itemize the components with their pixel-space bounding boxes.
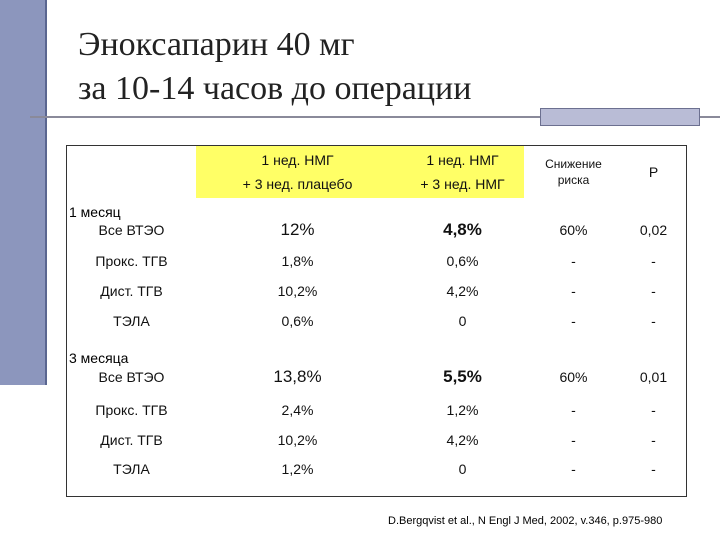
table-cell: - — [571, 402, 576, 418]
table-cell: 60% — [559, 369, 588, 385]
table-cell: 1,8% — [281, 253, 314, 269]
row-label: ТЭЛА — [113, 313, 150, 329]
source: D.Bergqvist et al., N Engl J Med, 2002, … — [388, 515, 663, 527]
header-cell: 1 нед. НМГ + 3 нед. НМГ — [399, 146, 526, 198]
corner-box — [540, 108, 700, 126]
table: 1 нед. НМГ + 3 нед. плацебо 1 нед. НМГ + 3 … — [66, 145, 687, 497]
table-cell: 1,2% — [446, 402, 479, 418]
table-cell: - — [651, 432, 656, 448]
table-cell: 12% — [280, 220, 315, 239]
table-cell: 0 — [458, 461, 467, 477]
table-cell: 0,6% — [446, 253, 479, 269]
header-text: риска — [557, 173, 590, 187]
row-label: Все ВТЭО — [98, 222, 165, 238]
table-cell: 0,02 — [639, 222, 668, 238]
title-line: Эноксапарин 40 мг — [78, 26, 355, 63]
table-cell: - — [571, 313, 576, 329]
section-label: 3 месяца — [69, 350, 129, 366]
table-cell: 4,2% — [446, 283, 479, 299]
header-text: 1 нед. НМГ — [261, 152, 334, 168]
table-cell: - — [651, 283, 656, 299]
table-cell: - — [651, 461, 656, 477]
table-cell: 0,01 — [639, 369, 668, 385]
table-cell: 0,6% — [281, 313, 314, 329]
table-cell: - — [651, 402, 656, 418]
section-label: 1 месяц — [69, 204, 121, 220]
table-cell: 13,8% — [273, 367, 322, 386]
header-cell: P — [621, 146, 686, 198]
header-text: P — [648, 164, 659, 180]
table-cell: 2,4% — [281, 402, 314, 418]
row-label: Прокс. ТГВ — [95, 253, 168, 269]
header-cell: Снижение риска — [526, 146, 621, 198]
title-line: за 10-14 часов до операции — [78, 70, 472, 107]
table-cell: - — [651, 313, 656, 329]
table-cell: - — [651, 253, 656, 269]
table-cell: - — [571, 253, 576, 269]
rule — [30, 116, 720, 118]
table-cell: 5,5% — [443, 367, 482, 386]
header-text: + 3 нед. плацебо — [242, 176, 353, 192]
table-cell: 1,2% — [281, 461, 314, 477]
header-fill — [196, 146, 524, 198]
header-cell: 1 нед. НМГ + 3 нед. плацебо — [196, 146, 399, 198]
row-label: Дист. ТГВ — [100, 432, 163, 448]
table-cell: 60% — [559, 222, 588, 238]
table-cell: - — [571, 461, 576, 477]
table-cell: 10,2% — [277, 432, 318, 448]
left-bar — [0, 0, 47, 385]
header-text: Снижение — [545, 157, 602, 171]
table-cell: 10,2% — [277, 283, 318, 299]
table-cell: - — [571, 283, 576, 299]
table-cell: 4,8% — [443, 220, 482, 239]
table-cell: 0 — [458, 313, 467, 329]
row-label: Прокс. ТГВ — [95, 402, 168, 418]
table-cell: 4,2% — [446, 432, 479, 448]
row-label: Все ВТЭО — [98, 369, 165, 385]
row-label: ТЭЛА — [113, 461, 150, 477]
header-text: 1 нед. НМГ — [426, 152, 499, 168]
table-cell: - — [571, 432, 576, 448]
row-label: Дист. ТГВ — [100, 283, 163, 299]
header-text: + 3 нед. НМГ — [420, 176, 505, 192]
